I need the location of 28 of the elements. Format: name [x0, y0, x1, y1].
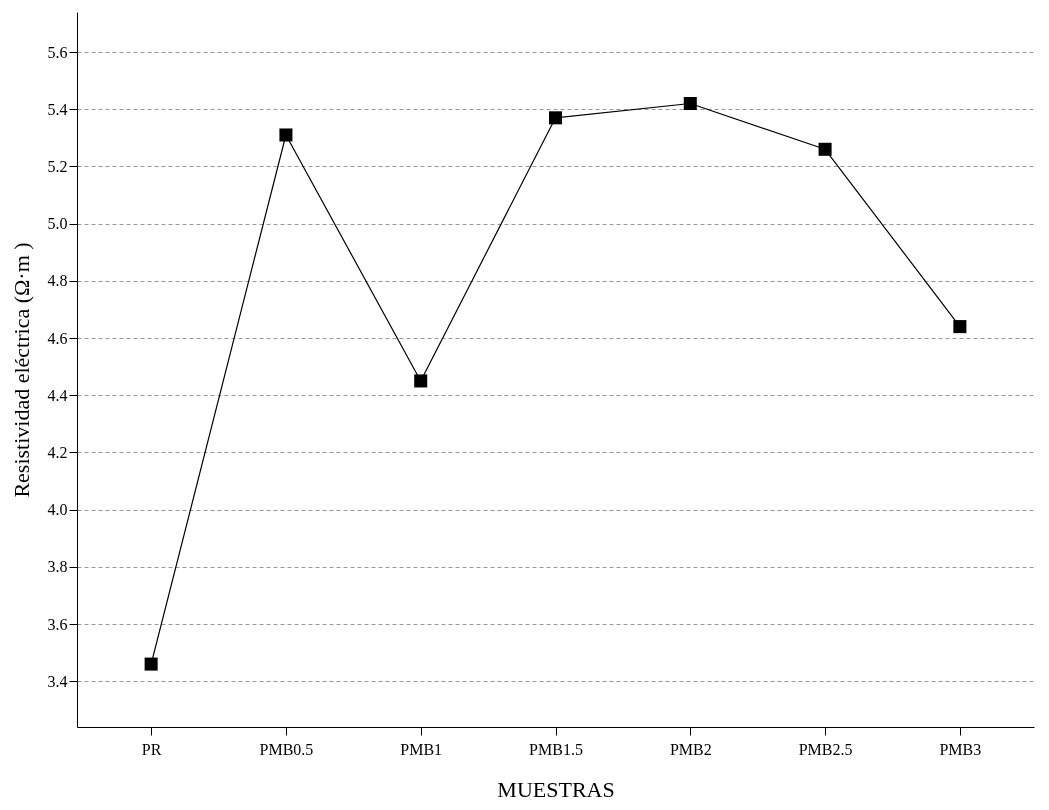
- x-tick-label: PR: [141, 740, 162, 758]
- point: [683, 97, 697, 111]
- y-tick-label: 4.4: [47, 386, 68, 404]
- y-tick-label: 4.2: [47, 443, 68, 461]
- y-tick-label: 5.2: [47, 157, 68, 175]
- y-tick-label: 3.6: [47, 615, 68, 633]
- x-tick-label: PMB1.5: [529, 740, 583, 758]
- x-tick-label: PMB1: [400, 740, 443, 758]
- x-tick-label: PMB2: [669, 740, 712, 758]
- point: [818, 142, 832, 156]
- y-axis-title: Resistividad eléctrica (Ω·m ): [8, 242, 34, 498]
- y-tick-label: 3.8: [47, 558, 68, 576]
- y-tick-label: 5.6: [47, 43, 68, 61]
- x-axis-title: MUESTRAS: [497, 776, 615, 802]
- y-tick-label: 4.0: [47, 501, 68, 519]
- point: [279, 128, 293, 142]
- x-tick-label: PMB0.5: [259, 740, 314, 758]
- point: [953, 320, 967, 334]
- x-tick-label: PMB2.5: [798, 740, 853, 758]
- y-tick-label: 3.4: [47, 672, 68, 690]
- x-tick-label: PMB3: [939, 740, 982, 758]
- y-tick-label: 4.6: [47, 329, 68, 347]
- y-tick-label: 5.0: [47, 215, 68, 233]
- y-tick-label: 4.8: [47, 272, 68, 290]
- point: [414, 374, 428, 388]
- y-tick-label: 5.4: [47, 100, 68, 118]
- point: [548, 111, 563, 125]
- point: [144, 657, 158, 671]
